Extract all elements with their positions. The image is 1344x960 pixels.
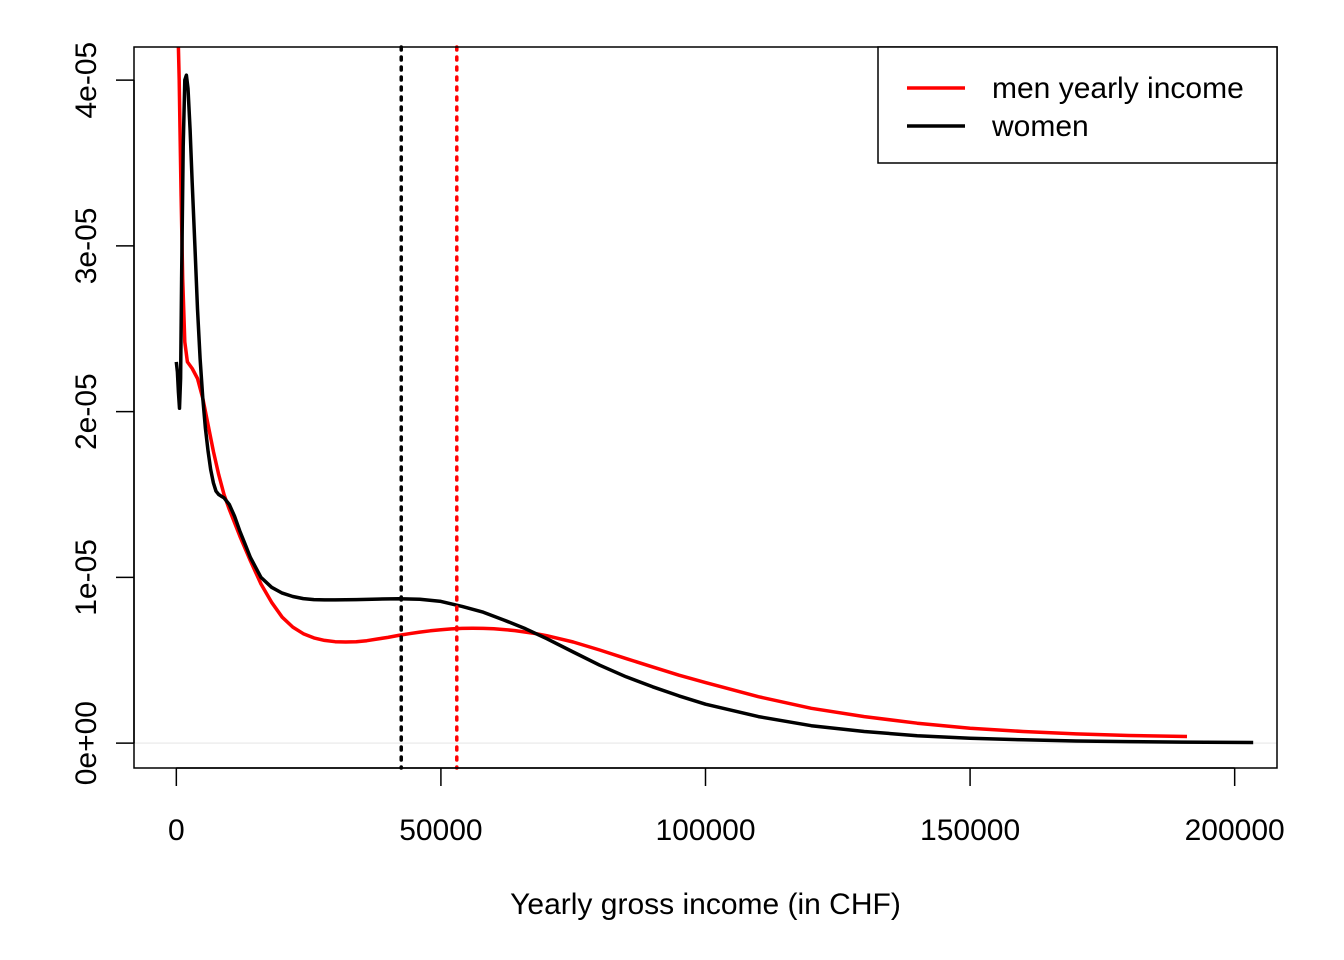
- x-tick-label: 200000: [1185, 814, 1285, 847]
- legend-label-men: men yearly income: [992, 72, 1244, 105]
- x-tick-label: 0: [168, 814, 185, 847]
- y-tick-label: 0e+00: [70, 701, 103, 785]
- series-line-women: [174, 73, 1254, 745]
- x-tick-label: 50000: [399, 814, 482, 847]
- series-line-men: [176, 47, 1188, 739]
- y-tick-label: 2e-05: [70, 373, 103, 450]
- x-axis-label: Yearly gross income (in CHF): [510, 888, 901, 921]
- y-axis: 0e+00 1e-05 2e-05 3e-05 4e-05: [70, 42, 135, 785]
- legend-label-women: women: [991, 110, 1089, 143]
- x-tick-label: 100000: [655, 814, 755, 847]
- y-tick-label: 4e-05: [70, 42, 103, 119]
- x-axis: 0 50000 100000 150000 200000: [168, 767, 1285, 847]
- legend-box: [877, 46, 1278, 164]
- series-layer: [174, 47, 1254, 745]
- y-tick-label: 1e-05: [70, 539, 103, 616]
- y-tick-label: 3e-05: [70, 208, 103, 285]
- x-tick-label: 150000: [920, 814, 1020, 847]
- vertical-lines-layer: [399, 45, 459, 770]
- legend: men yearly income women: [877, 46, 1278, 164]
